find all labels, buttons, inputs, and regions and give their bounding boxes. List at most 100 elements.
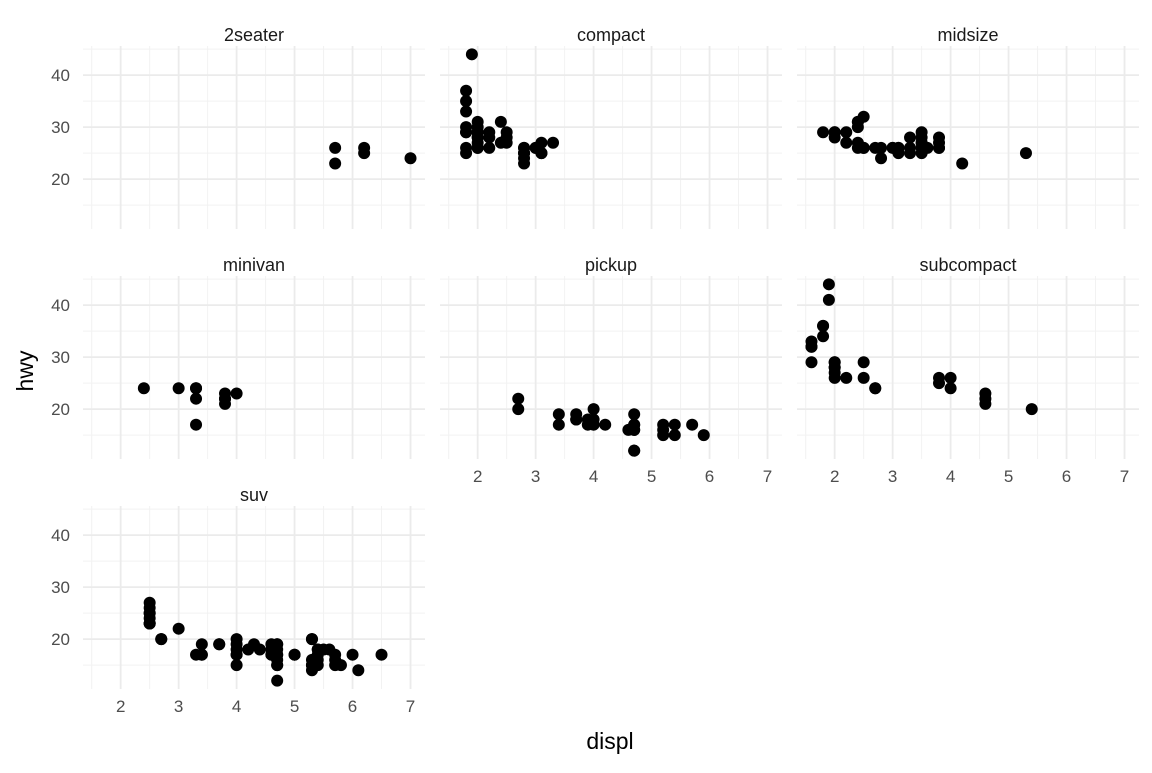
data-point	[512, 403, 525, 416]
data-point	[599, 418, 612, 431]
data-point	[213, 638, 226, 651]
data-point	[805, 340, 818, 353]
x-tick-label: 7	[1120, 467, 1129, 486]
data-point	[305, 664, 318, 677]
data-point	[305, 633, 318, 646]
data-point	[840, 126, 853, 139]
facet-panel-subcompact: subcompact 2 3 4 5 6 7	[797, 255, 1139, 486]
data-point	[288, 648, 301, 661]
data-point	[1019, 147, 1032, 160]
data-point	[587, 403, 600, 416]
y-tick-label: 30	[51, 578, 70, 597]
data-point	[190, 382, 203, 395]
y-tick-label: 40	[51, 66, 70, 85]
facet-strip-label: 2seater	[224, 25, 284, 45]
facet-panel-pickup: pickup 2 3 4 5 6 7	[440, 255, 782, 486]
data-point	[828, 361, 841, 374]
y-tick-label: 40	[51, 526, 70, 545]
data-point	[471, 131, 484, 144]
x-tick-label: 3	[531, 467, 540, 486]
data-point	[869, 141, 882, 154]
data-point	[686, 418, 699, 431]
data-point	[933, 377, 946, 390]
data-point	[230, 633, 243, 646]
data-point	[465, 48, 478, 61]
data-point	[979, 387, 992, 400]
data-point	[956, 157, 969, 170]
data-point	[828, 126, 841, 139]
data-point	[143, 607, 156, 620]
data-point	[518, 157, 531, 170]
data-point	[460, 95, 473, 108]
facet-panel-minivan: minivan 20 30 40	[51, 255, 425, 459]
data-point	[190, 392, 203, 405]
data-point	[230, 648, 243, 661]
x-tick-label: 6	[705, 467, 714, 486]
data-point	[581, 413, 594, 426]
data-point	[172, 382, 185, 395]
data-point	[857, 110, 870, 123]
data-point	[230, 659, 243, 672]
y-tick-label: 40	[51, 296, 70, 315]
data-point	[886, 141, 899, 154]
facet-panels: 2seater 20 30 40 compact midsize minivan 20 30 40…	[51, 25, 1139, 716]
y-tick-label: 20	[51, 170, 70, 189]
x-tick-label: 5	[290, 697, 299, 716]
facet-panel-2seater: 2seater 20 30 40	[51, 25, 425, 229]
data-point	[817, 330, 830, 343]
facet-strip-label: midsize	[937, 25, 998, 45]
data-point	[944, 371, 957, 384]
data-point	[857, 371, 870, 384]
data-point	[822, 278, 835, 291]
x-axis-title: displ	[586, 728, 633, 754]
x-tick-label: 3	[888, 467, 897, 486]
data-point	[137, 382, 150, 395]
x-tick-label: 4	[232, 697, 241, 716]
data-point	[552, 408, 565, 421]
data-point	[628, 418, 641, 431]
facet-panel-compact: compact	[440, 25, 782, 229]
data-point	[857, 356, 870, 369]
data-point	[460, 121, 473, 134]
x-tick-label: 6	[348, 697, 357, 716]
data-point	[840, 371, 853, 384]
data-point	[875, 152, 888, 165]
data-point	[628, 408, 641, 421]
y-tick-label: 30	[51, 348, 70, 367]
data-point	[494, 115, 507, 128]
data-point	[172, 622, 185, 635]
data-point	[271, 653, 284, 666]
data-point	[460, 105, 473, 118]
data-point	[271, 674, 284, 687]
data-point	[248, 638, 260, 651]
data-point	[915, 131, 928, 144]
data-point	[904, 131, 917, 144]
data-point	[817, 126, 830, 139]
data-point	[628, 444, 641, 457]
data-point	[570, 413, 583, 426]
data-point	[230, 387, 243, 400]
y-tick-label: 20	[51, 630, 70, 649]
data-point	[311, 653, 324, 666]
data-point	[329, 141, 342, 154]
data-point	[552, 418, 565, 431]
facet-strip-label: subcompact	[919, 255, 1016, 275]
data-point	[483, 141, 496, 154]
data-point	[668, 418, 681, 431]
data-point	[805, 356, 818, 369]
facet-strip-label: pickup	[585, 255, 637, 275]
data-point	[944, 382, 957, 395]
data-point	[334, 659, 347, 672]
data-point	[460, 84, 473, 97]
x-tick-label: 2	[473, 467, 482, 486]
x-tick-label: 6	[1062, 467, 1071, 486]
x-tick-label: 2	[830, 467, 839, 486]
data-point	[271, 638, 284, 651]
data-point	[822, 293, 835, 306]
data-point	[668, 429, 681, 442]
data-point	[352, 664, 365, 677]
x-tick-label: 5	[647, 467, 656, 486]
x-tick-label: 7	[763, 467, 772, 486]
